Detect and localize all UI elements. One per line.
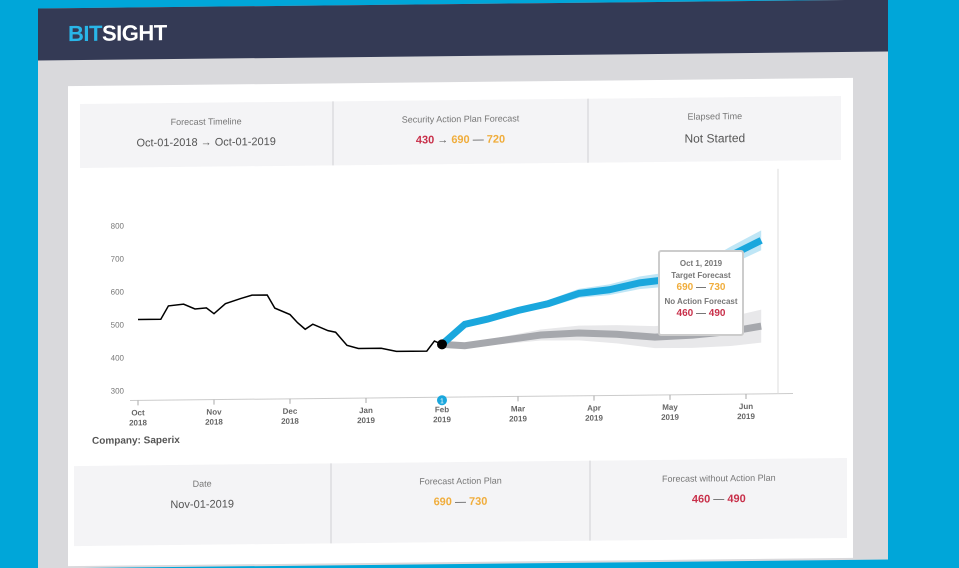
without-plan-card: Forecast without Action Plan 460 — 490	[662, 472, 776, 506]
x-tick-label: 2019	[585, 414, 603, 423]
x-tick-label: Mar	[511, 404, 525, 413]
x-tick-label: 2019	[509, 414, 527, 423]
arrow-right-icon: →	[200, 136, 212, 149]
timeline-marker	[437, 395, 447, 406]
summary-cards: Forecast Timeline Oct-01-2018 → Oct-01-2…	[80, 96, 841, 169]
date-card: Date Nov-01-2019	[74, 463, 333, 547]
current-score-dot	[437, 339, 447, 350]
detail-cards: Date Nov-01-2019 Forecast Action Plan 69…	[74, 457, 847, 547]
forecast-page: Forecast Timeline Oct-01-2018 → Oct-01-2…	[68, 77, 853, 567]
action-plan-card: Security Action Plan Forecast 430 → 690 …	[334, 98, 589, 166]
x-tick-label: 2019	[433, 415, 451, 424]
app-window: BITSIGHT Forecast Timeline Oct-01-2018 →…	[38, 0, 888, 568]
forecast-tooltip: Oct 1, 2019 Target Forecast 690 — 730 No…	[658, 250, 744, 336]
company-label: Company: Saperix	[92, 434, 180, 447]
forecast-timeline-card: Forecast Timeline Oct-01-2018 → Oct-01-2…	[80, 101, 335, 169]
elapsed-time-card: Elapsed Time Not Started	[684, 111, 746, 146]
top-bar: BITSIGHT	[38, 0, 888, 61]
x-tick-label: 2018	[129, 418, 147, 427]
y-tick-label: 400	[111, 354, 125, 363]
y-tick-label: 700	[111, 255, 125, 264]
x-tick-label: May	[662, 403, 678, 412]
x-tick-label: Jan	[359, 406, 373, 415]
x-tick-label: Nov	[206, 408, 222, 417]
x-tick-label: 2019	[661, 413, 679, 422]
timeline-marker-label: 1	[440, 398, 444, 405]
x-tick-label: Apr	[587, 404, 601, 413]
with-plan-card: Forecast Action Plan 690 — 730	[332, 460, 591, 544]
x-tick-label: 2018	[205, 418, 223, 427]
y-tick-label: 600	[111, 288, 125, 297]
bitsight-logo: BITSIGHT	[68, 20, 167, 47]
x-tick-label: 2018	[281, 417, 299, 426]
x-tick-label: Feb	[435, 405, 449, 414]
x-tick-label: 2019	[737, 412, 755, 421]
x-tick-label: Dec	[283, 407, 298, 416]
y-tick-label: 500	[111, 321, 125, 330]
x-tick-label: Oct	[131, 408, 145, 417]
y-tick-label: 300	[111, 387, 125, 396]
y-tick-label: 800	[111, 222, 125, 231]
history-line	[138, 294, 443, 353]
x-axis	[130, 393, 793, 401]
x-tick-label: 2019	[357, 416, 375, 425]
x-tick-label: Jun	[739, 402, 753, 411]
forecast-chart: 300400500600700800Oct2018Nov2018Dec2018J…	[111, 168, 793, 427]
